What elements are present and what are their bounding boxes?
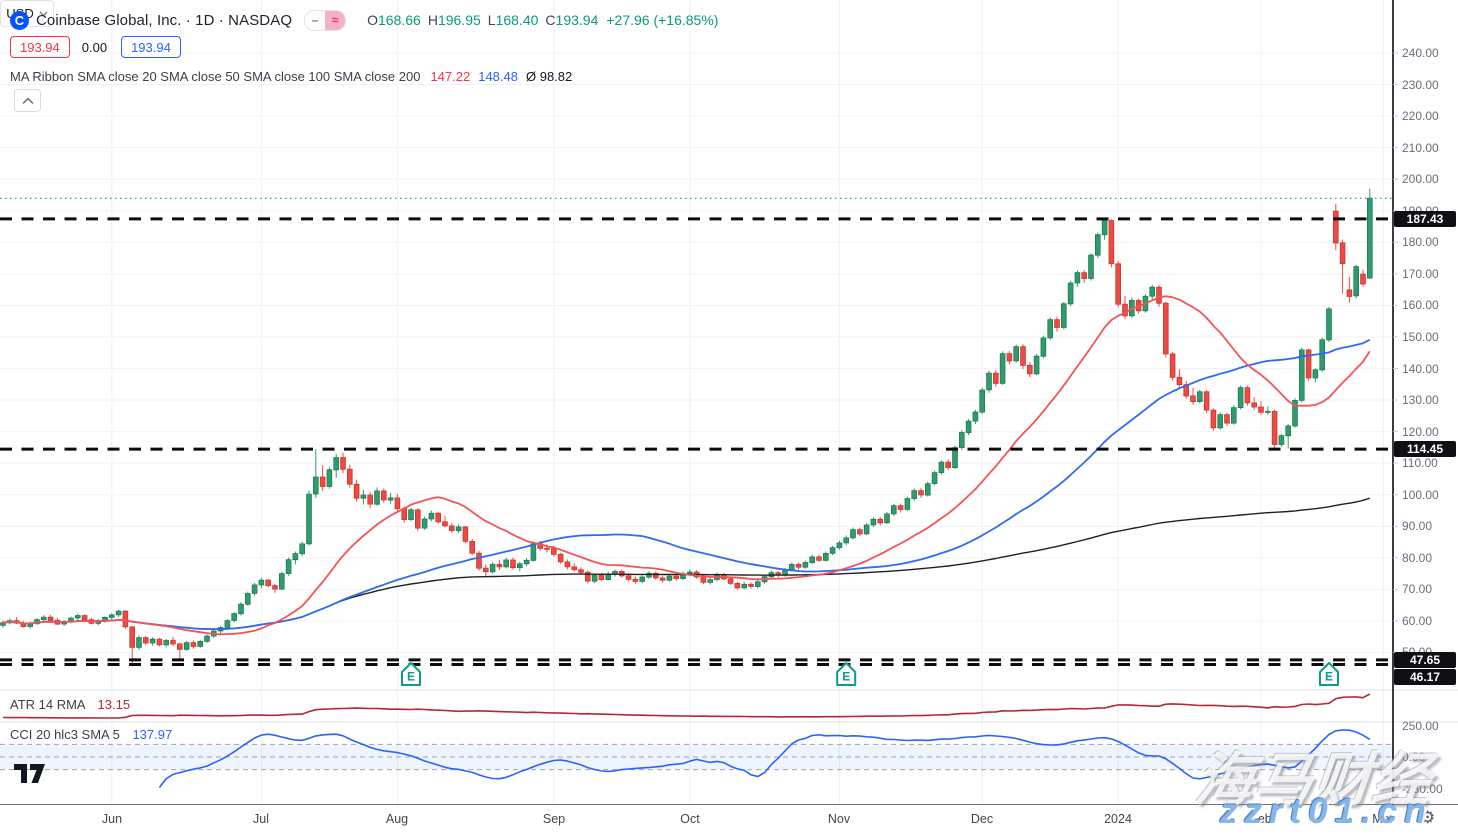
cci-legend[interactable]: CCI 20 hlc3 SMA 5 137.97 [10,727,172,742]
earnings-icon[interactable]: E [836,662,857,686]
symbol-title[interactable]: Coinbase Global, Inc. · 1D · NASDAQ [36,11,293,29]
chevron-down-icon [39,11,48,17]
time-axis-month-label: Nov [827,812,851,826]
ma-ribbon-label[interactable]: MA Ribbon SMA close 20 SMA close 50 SMA … [10,68,421,84]
coinbase-logo-icon: C [10,10,29,30]
site-watermark: zzrt01.cn [1220,792,1433,831]
sell-price-button[interactable]: 193.94 [10,36,70,58]
sma-200-line [2,497,1371,630]
price-tick-label: 230.00 [1402,78,1439,92]
chevron-up-icon [21,96,34,104]
buy-price-button[interactable]: 193.94 [121,36,181,58]
ma-ribbon-sma50-value: 148.48 [478,68,518,84]
sma-50-line [2,338,1371,630]
low-label: L [487,12,496,28]
price-tick-label: 120.00 [1402,425,1439,439]
price-tick-label: 130.00 [1402,393,1439,407]
open-label: O [367,12,378,28]
earnings-icon[interactable]: E [1319,662,1339,686]
ohlc-values: O168.66 H196.95 L168.40 C193.94 +27.96 (+16.… [360,12,718,28]
price-tick-label: 180.00 [1402,235,1439,249]
svg-text:E: E [407,670,415,684]
time-axis-month-label: Mar [1372,812,1394,826]
low-value: 168.40 [495,12,539,28]
change-value: +27.96 (+16.85%) [606,12,719,28]
atr-label: ATR 14 RMA [10,697,85,712]
time-axis[interactable]: Jun Jul Aug Sep Oct Nov Dec 2024 Feb Mar ⚙ [0,805,1458,834]
price-tick-label: 80.00 [1402,551,1433,565]
high-value: 196.95 [437,12,481,28]
earnings-icon[interactable]: E [401,662,421,686]
time-axis-month-label: 2024 [1104,812,1132,826]
close-label: C [545,12,556,28]
cci-tick-label: -250.00 [1402,782,1443,796]
cci-label: CCI 20 hlc3 SMA 5 [10,727,120,742]
price-tick-label: 70.00 [1402,582,1433,596]
svg-text:E: E [1325,670,1333,684]
ma-ribbon-average-value: Ø 98.82 [525,68,573,84]
time-axis-month-label: Sep [542,812,566,826]
time-axis-month-label: Oct [680,812,700,826]
open-value: 168.66 [378,12,421,28]
price-tick-label: 200.00 [1402,172,1439,186]
tradingview-logo-icon[interactable] [14,764,48,786]
high-label: H [427,12,438,28]
price-tick-label: 100.00 [1402,488,1439,502]
price-tick-label: 140.00 [1402,362,1439,376]
level-price-label: 187.43 [1394,211,1456,227]
cci-value: 137.97 [132,727,173,742]
cci-tick-label: 0.00 [1402,750,1426,764]
collapse-legend-button[interactable] [14,89,41,112]
price-tick-label: 220.00 [1402,109,1439,123]
time-axis-month-label: Aug [385,812,409,826]
level-price-label: 114.45 [1394,441,1456,457]
level-price-label: 46.17 [1394,669,1456,685]
price-tick-label: 240.00 [1402,46,1439,60]
price-tick-label: 150.00 [1402,330,1439,344]
atr-line [2,693,1371,719]
legend-toggle-pills: – ≈ [304,9,347,31]
price-tick-label: 170.00 [1402,267,1439,281]
price-tick-label: 90.00 [1402,519,1433,533]
atr-value: 13.15 [97,697,131,712]
time-axis-month-label: Feb [1250,812,1272,826]
price-tick-label: 110.00 [1402,456,1438,470]
cci-tick-label: 250.00 [1402,719,1439,733]
time-axis-month-label: Jul [253,812,269,826]
sma-20-line [2,295,1371,636]
ma-ribbon-sma20-value: 147.22 [430,68,471,84]
time-axis-month-label: Jun [101,812,123,826]
time-axis-labels: Jun Jul Aug Sep Oct Nov Dec 2024 Feb Mar [0,805,1394,834]
price-tick-label: 60.00 [1402,614,1433,628]
close-value: 193.94 [555,12,599,28]
atr-legend[interactable]: ATR 14 RMA 13.15 [10,697,130,712]
time-axis-month-label: Dec [970,812,994,826]
wave-icon[interactable]: ≈ [325,10,346,30]
price-tick-label: 160.00 [1402,298,1439,312]
level-price-label: 47.65 [1394,652,1456,668]
gear-icon[interactable]: ⚙ [1420,808,1436,827]
price-tick-label: 210.00 [1402,141,1439,155]
spread-value: 0.00 [81,39,108,55]
minus-icon[interactable]: – [305,10,326,30]
up-candles [0,188,1373,651]
cci-line [158,729,1371,788]
svg-text:E: E [842,670,850,684]
